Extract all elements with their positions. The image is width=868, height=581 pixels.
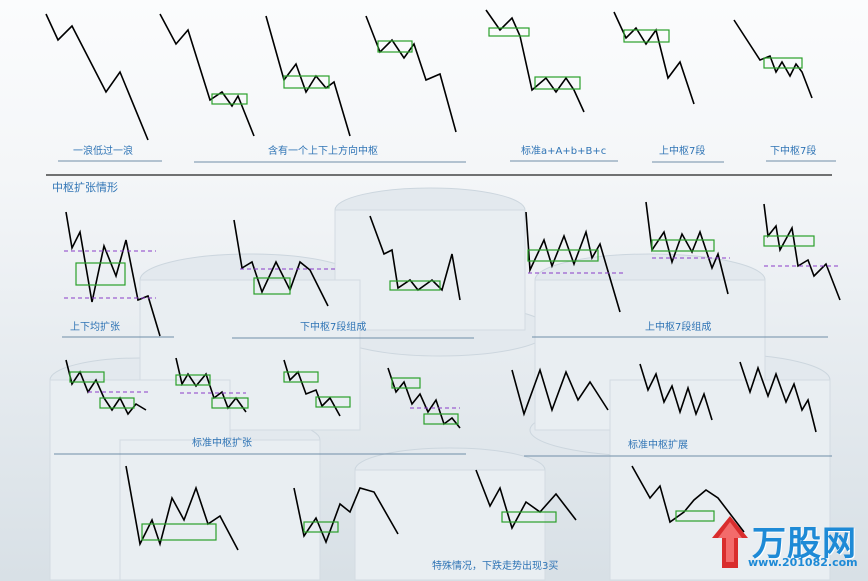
arrow-logo-icon (712, 516, 748, 568)
chart-down-pivot-7 (733, 19, 813, 99)
chart-special-2 (293, 487, 399, 545)
pivot-box (651, 239, 715, 252)
pivot-box (527, 249, 599, 262)
pivot-box (211, 93, 248, 105)
chart-standard (485, 9, 585, 113)
chart-updown-pivot (265, 15, 351, 137)
label-std-extend: 标准中枢扩展 (628, 440, 688, 451)
pivot-box (391, 377, 421, 389)
chart-std-expand-3 (283, 359, 341, 417)
pivot-box (75, 262, 126, 286)
pivot-box (69, 371, 105, 383)
chart-down-7-form-2 (369, 215, 461, 301)
chart-both-expand (65, 211, 161, 337)
label-down-pivot-7-form: 下中枢7段组成 (300, 322, 367, 333)
chart-up-7-form-3 (763, 203, 841, 301)
watermark-logo: 万股网 www.201082.com (708, 510, 858, 570)
chart-down-7-form (233, 219, 329, 307)
pivot-box (675, 510, 715, 522)
pivot-box (253, 277, 291, 295)
pivot-box (211, 397, 249, 409)
chart-std-extend-2 (639, 363, 713, 421)
label-both-expand: 上下均扩张 (70, 322, 120, 333)
pivot-box (175, 374, 211, 386)
chart-up-7-form-2 (645, 201, 729, 295)
pivot-box (389, 280, 441, 291)
pivot-box (283, 75, 330, 89)
label-up-pivot-7: 上中枢7段 (659, 146, 706, 157)
pivot-box (501, 511, 557, 523)
chart-updown-pivot-2 (365, 15, 457, 133)
pivot-box (303, 521, 339, 533)
label-standard: 标准a+A+b+B+c (521, 146, 607, 157)
chart-special-1 (125, 465, 239, 551)
pivot-box (99, 397, 135, 409)
label-one-wave: 一浪低过一浪 (73, 146, 133, 157)
chart-one-wave (45, 13, 149, 141)
label-down-pivot-7: 下中枢7段 (770, 146, 817, 157)
chart-std-extend-3 (739, 361, 817, 433)
pivot-box (423, 413, 459, 425)
chart-special-4 (631, 465, 745, 533)
pivot-box (141, 523, 217, 541)
label-up-pivot-7-form: 上中枢7段组成 (645, 322, 712, 333)
chart-up-pivot-7 (613, 11, 695, 105)
chart-std-extend-1 (511, 367, 609, 417)
bottom-caption: 特殊情况，下跌走势出现3买 (432, 561, 559, 572)
section-title: 中枢扩张情形 (52, 181, 118, 194)
label-updown-pivot: 含有一个上下上方向中枢 (268, 146, 378, 157)
chart-one-wave-2 (159, 13, 255, 137)
pivot-box (315, 396, 351, 408)
pivot-box (377, 40, 413, 53)
pivot-box (488, 27, 530, 37)
label-std-expand: 标准中枢扩张 (192, 438, 252, 449)
chart-special-3 (475, 469, 577, 531)
pivot-box (283, 371, 319, 383)
chart-up-7-form (525, 211, 621, 313)
pivot-box (763, 57, 803, 69)
watermark-brand: 万股网 (752, 524, 857, 564)
pivot-box (763, 235, 815, 247)
pivot-box (623, 29, 670, 43)
watermark-url: www.201082.com (748, 556, 858, 569)
chart-std-expand-4 (387, 367, 461, 429)
chart-std-expand-2 (175, 357, 247, 413)
pivot-box (534, 76, 581, 90)
